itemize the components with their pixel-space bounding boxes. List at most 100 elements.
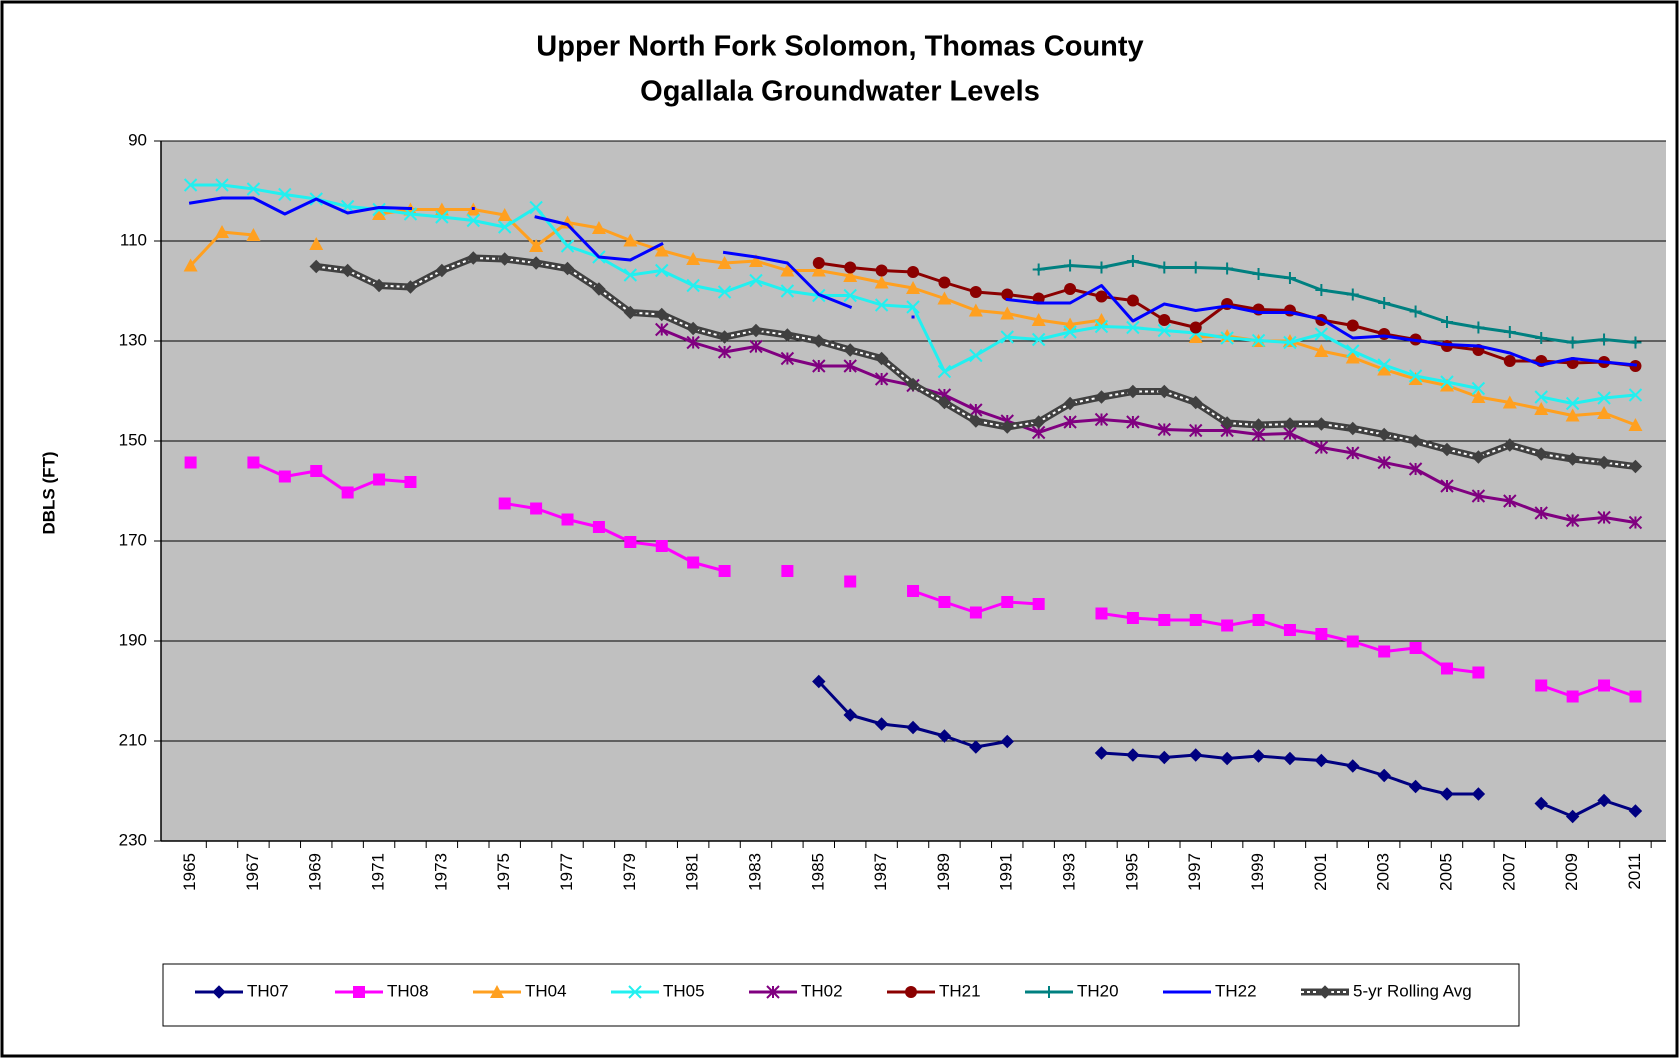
marker bbox=[435, 263, 449, 278]
x-tick-label: 1967 bbox=[243, 853, 262, 891]
marker bbox=[1189, 261, 1202, 274]
marker bbox=[1628, 418, 1643, 431]
marker bbox=[1534, 506, 1548, 520]
marker bbox=[1314, 327, 1329, 341]
marker bbox=[969, 403, 983, 417]
marker bbox=[246, 228, 261, 241]
marker bbox=[1189, 321, 1202, 334]
marker bbox=[686, 321, 700, 336]
marker bbox=[1283, 751, 1297, 766]
legend-marker bbox=[1043, 986, 1055, 998]
x-tick-label: 1971 bbox=[369, 853, 388, 891]
marker bbox=[1000, 330, 1014, 344]
marker bbox=[1471, 489, 1486, 503]
marker bbox=[718, 565, 731, 577]
marker bbox=[1377, 362, 1392, 376]
marker bbox=[937, 291, 952, 305]
marker bbox=[1126, 320, 1140, 335]
marker bbox=[1440, 378, 1454, 392]
marker bbox=[1126, 748, 1140, 762]
marker bbox=[655, 307, 669, 322]
marker bbox=[843, 343, 857, 357]
y-tick-label: 170 bbox=[119, 530, 147, 549]
marker bbox=[1221, 619, 1234, 632]
marker bbox=[372, 207, 387, 220]
marker bbox=[874, 275, 889, 289]
marker bbox=[1126, 612, 1139, 624]
marker bbox=[1063, 415, 1077, 429]
marker bbox=[1565, 513, 1580, 528]
marker bbox=[1346, 635, 1359, 648]
marker bbox=[1157, 384, 1172, 399]
marker bbox=[907, 266, 920, 278]
line bbox=[189, 183, 1638, 405]
marker bbox=[686, 278, 700, 293]
marker bbox=[1094, 390, 1109, 404]
marker bbox=[1534, 390, 1548, 404]
y-tick-label: 150 bbox=[119, 430, 147, 449]
marker bbox=[1283, 272, 1296, 284]
marker bbox=[1628, 804, 1643, 818]
marker bbox=[373, 473, 386, 486]
marker bbox=[843, 359, 857, 373]
chart-subtitle: Ogallala Groundwater Levels bbox=[640, 76, 1040, 108]
marker bbox=[1251, 418, 1266, 432]
marker bbox=[686, 335, 700, 350]
legend-marker bbox=[766, 985, 780, 999]
marker bbox=[1565, 408, 1580, 422]
marker bbox=[1252, 268, 1265, 280]
marker bbox=[1565, 452, 1580, 466]
marker bbox=[749, 323, 763, 338]
marker bbox=[184, 456, 197, 469]
marker bbox=[1628, 515, 1643, 530]
legend-label: TH04 bbox=[525, 981, 567, 1000]
marker bbox=[1535, 679, 1548, 692]
x-tick-label: 1993 bbox=[1060, 853, 1079, 891]
marker bbox=[1158, 314, 1171, 326]
marker bbox=[1503, 326, 1516, 338]
x-tick-label: 2001 bbox=[1311, 853, 1330, 891]
marker bbox=[561, 513, 574, 526]
marker bbox=[968, 303, 983, 317]
marker bbox=[1440, 787, 1454, 801]
x-tick-label: 2003 bbox=[1374, 853, 1393, 891]
marker bbox=[1377, 455, 1391, 470]
marker bbox=[1094, 746, 1109, 760]
marker bbox=[309, 237, 324, 250]
marker bbox=[969, 606, 982, 619]
marker bbox=[1157, 323, 1172, 338]
x-tick-label: 1987 bbox=[871, 853, 890, 891]
marker bbox=[1408, 779, 1423, 794]
marker bbox=[1252, 614, 1265, 626]
x-tick-label: 1989 bbox=[934, 853, 953, 891]
marker bbox=[780, 328, 795, 342]
marker bbox=[1314, 417, 1329, 431]
line bbox=[188, 196, 1638, 367]
legend-marker bbox=[353, 986, 365, 998]
marker bbox=[1597, 406, 1612, 419]
marker bbox=[1315, 628, 1328, 640]
marker bbox=[1032, 263, 1045, 276]
marker bbox=[372, 202, 386, 217]
marker bbox=[1472, 321, 1485, 334]
marker bbox=[1346, 421, 1360, 436]
marker bbox=[717, 285, 732, 299]
marker bbox=[687, 556, 700, 569]
marker bbox=[247, 456, 260, 469]
x-tick-label: 1975 bbox=[494, 853, 513, 891]
marker bbox=[497, 220, 512, 234]
marker bbox=[655, 322, 669, 337]
marker bbox=[278, 187, 292, 202]
marker bbox=[654, 243, 669, 257]
marker bbox=[372, 278, 386, 293]
marker bbox=[938, 596, 951, 608]
marker bbox=[1189, 748, 1203, 762]
marker bbox=[592, 282, 606, 296]
marker bbox=[811, 263, 826, 277]
marker bbox=[1409, 642, 1422, 654]
marker bbox=[1314, 753, 1329, 768]
x-tick-label: 1979 bbox=[620, 853, 639, 891]
x-tick-label: 1965 bbox=[180, 853, 199, 891]
marker bbox=[1597, 391, 1611, 405]
